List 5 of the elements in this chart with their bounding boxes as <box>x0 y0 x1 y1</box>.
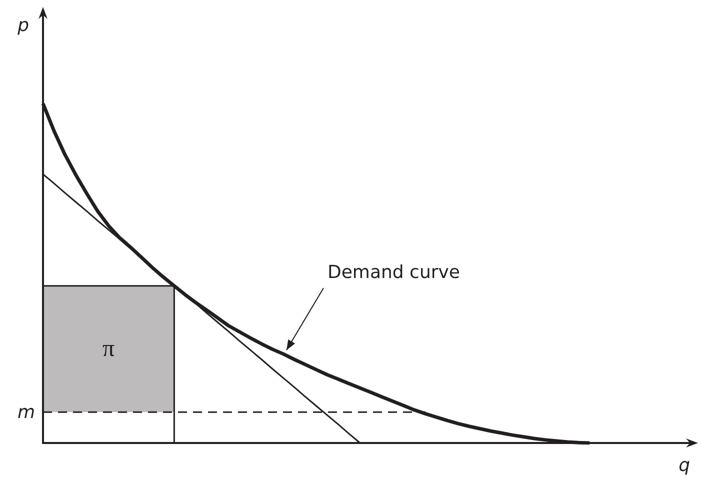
x-axis-title: q <box>678 455 690 476</box>
y-axis-title: p <box>16 15 29 36</box>
annotation: Demand curve <box>328 262 460 284</box>
text: m <box>17 402 35 424</box>
annotation: π <box>102 336 115 362</box>
